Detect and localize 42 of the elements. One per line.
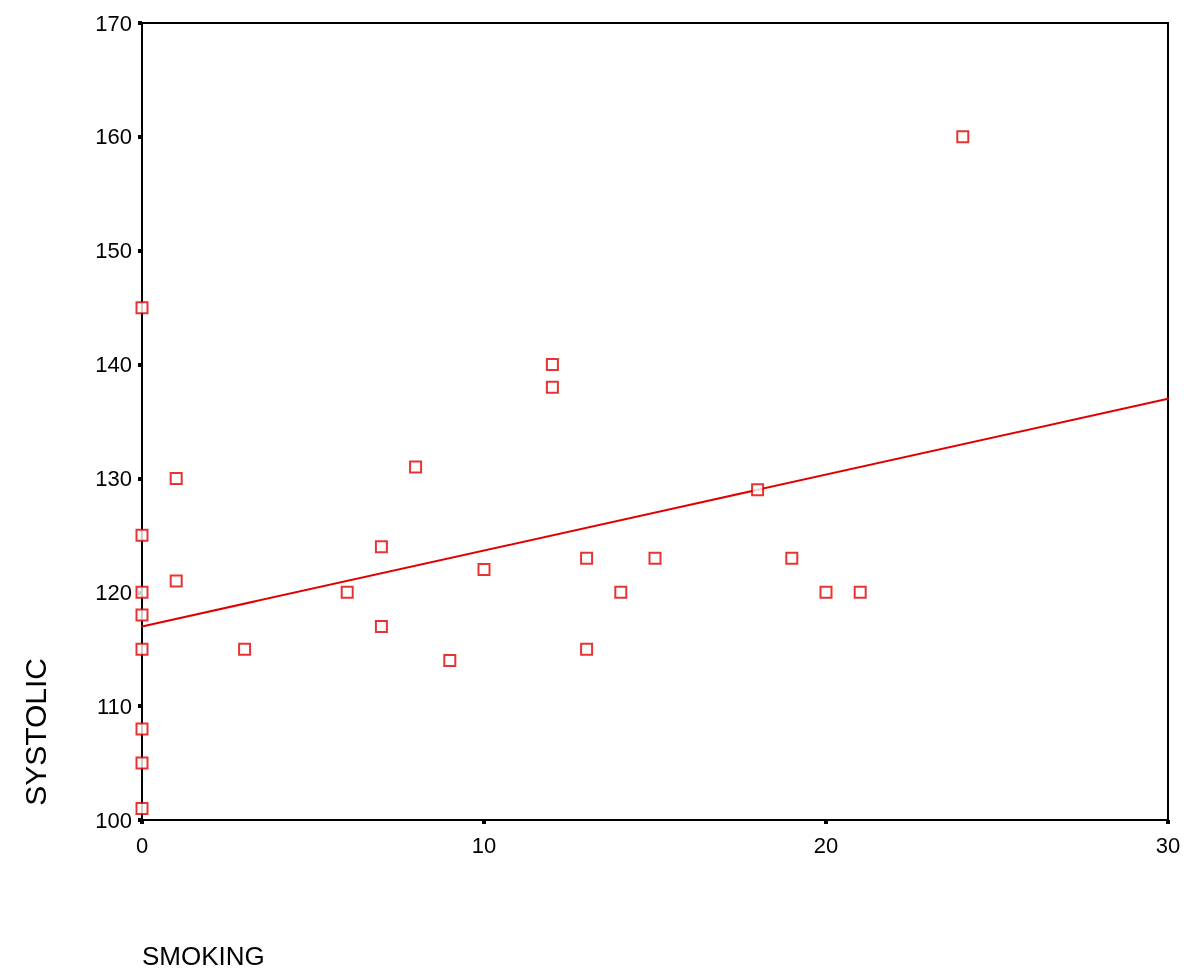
y-axis-title: SYSTOLIC (18, 657, 52, 806)
point (853, 585, 867, 599)
y-tick-label: 140 (95, 352, 132, 378)
x-axis-title: SMOKING (142, 941, 265, 971)
point (135, 528, 149, 542)
y-tick-label: 110 (96, 693, 132, 719)
point (580, 642, 594, 656)
point (785, 551, 799, 565)
point (409, 460, 423, 474)
point (135, 608, 149, 622)
y-tick-label: 120 (95, 579, 132, 605)
y-tick-label: 150 (95, 238, 132, 264)
point (545, 380, 559, 394)
point (374, 619, 388, 633)
point (340, 585, 354, 599)
x-tick-label: 0 (135, 832, 149, 858)
point (238, 642, 252, 656)
point (614, 585, 628, 599)
y-tick-label: 170 (95, 10, 132, 36)
point (135, 642, 149, 656)
point (169, 471, 183, 485)
point (169, 574, 183, 588)
point (135, 301, 149, 315)
point (135, 722, 149, 736)
x-tick-label: 10 (471, 832, 497, 858)
point (956, 130, 970, 144)
x-tick-label: 30 (1155, 832, 1181, 858)
y-tick-label: 160 (95, 124, 132, 150)
point (135, 802, 149, 816)
point (648, 551, 662, 565)
x-tick-label: 20 (813, 832, 839, 858)
y-tick-label: 130 (95, 465, 132, 491)
point (751, 483, 765, 497)
point (580, 551, 594, 565)
point (135, 756, 149, 770)
point (477, 563, 491, 577)
point (545, 358, 559, 372)
point (374, 540, 388, 554)
point (135, 585, 149, 599)
point (819, 585, 833, 599)
y-tick-label: 100 (95, 807, 132, 833)
point (443, 654, 457, 668)
